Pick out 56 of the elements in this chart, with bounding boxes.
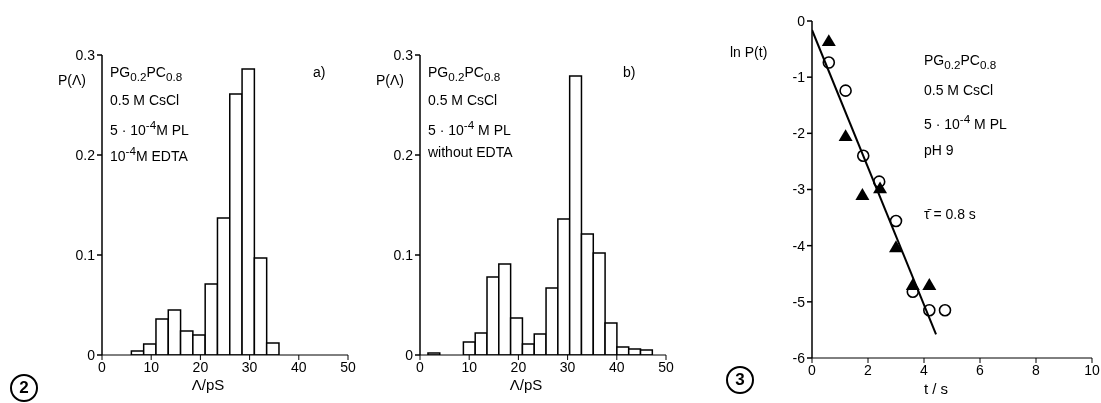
annotation: τ̄ = 0.8 s [924, 206, 976, 222]
annotation: 10$^{-4}$M EDTA [110, 144, 188, 164]
annotation: PG$_{0.2}$PC$_{0.8}$ [110, 64, 183, 83]
x-axis-title: t / s [923, 380, 949, 397]
annotation: b) [623, 64, 636, 80]
y-axis-title: P(Λ) [58, 72, 87, 88]
text: 3 [735, 370, 745, 389]
x-tick-label: 0 [416, 358, 425, 375]
x-tick-label: 0 [98, 358, 107, 375]
y-tick-label: 0 [405, 346, 414, 363]
x-tick-label: 10 [143, 358, 160, 375]
x-axis-title: Λ/pS [191, 376, 225, 393]
annotation: pH 9 [924, 142, 954, 158]
annotation: PG$_{0.2}$PC$_{0.8}$ [428, 64, 501, 83]
annotation: 0.5 M CsCl [924, 82, 994, 98]
annotation: without EDTA [428, 144, 513, 160]
y-axis-title: P(Λ) [376, 72, 405, 88]
x-tick-label: 20 [510, 358, 527, 375]
annotation: 5 · 10$^{-4}$ M PL [428, 118, 511, 138]
y-tick-label: 0.1 [75, 246, 96, 263]
annotation: a) [313, 64, 326, 80]
x-axis-title: Λ/pS [509, 376, 543, 393]
annotation: 0.5 M CsCl [428, 92, 498, 108]
y-tick-label: -3 [792, 181, 806, 198]
annotation: 5 · 10$^{-4}$ M PL [924, 112, 1007, 132]
x-tick-label: 50 [658, 358, 674, 375]
x-tick-label: 8 [1032, 361, 1041, 378]
x-tick-label: 10 [461, 358, 478, 375]
y-tick-label: -4 [792, 237, 806, 254]
y-tick-label: -6 [792, 349, 806, 366]
y-tick-label: 0.3 [75, 46, 96, 63]
x-tick-label: 30 [559, 358, 576, 375]
annotation: PG$_{0.2}$PC$_{0.8}$ [924, 52, 997, 71]
x-tick-label: 6 [976, 361, 985, 378]
x-tick-label: 30 [241, 358, 258, 375]
y-tick-label: 0.2 [75, 146, 96, 163]
annotation: 5 · 10$^{-4}$M PL [110, 118, 189, 138]
y-axis-title: ln P(t) [730, 44, 768, 60]
annotation: 0.5 M CsCl [110, 92, 180, 108]
y-tick-label: 0.3 [393, 46, 414, 63]
y-tick-label: -1 [792, 69, 806, 86]
y-tick-label: -5 [792, 293, 806, 310]
x-tick-label: 40 [291, 358, 307, 375]
y-tick-label: 0 [797, 12, 806, 29]
y-tick-label: -2 [792, 125, 806, 142]
x-tick-label: 2 [864, 361, 873, 378]
y-tick-label: 0.2 [393, 146, 414, 163]
y-tick-label: 0.1 [393, 246, 414, 263]
x-tick-label: 50 [340, 358, 356, 375]
x-tick-label: 0 [808, 361, 817, 378]
y-tick-label: 0 [87, 346, 96, 363]
text: 2 [19, 378, 29, 397]
x-tick-label: 40 [609, 358, 625, 375]
x-tick-label: 20 [192, 358, 209, 375]
x-tick-label: 4 [920, 361, 929, 378]
x-tick-label: 10 [1084, 361, 1100, 378]
